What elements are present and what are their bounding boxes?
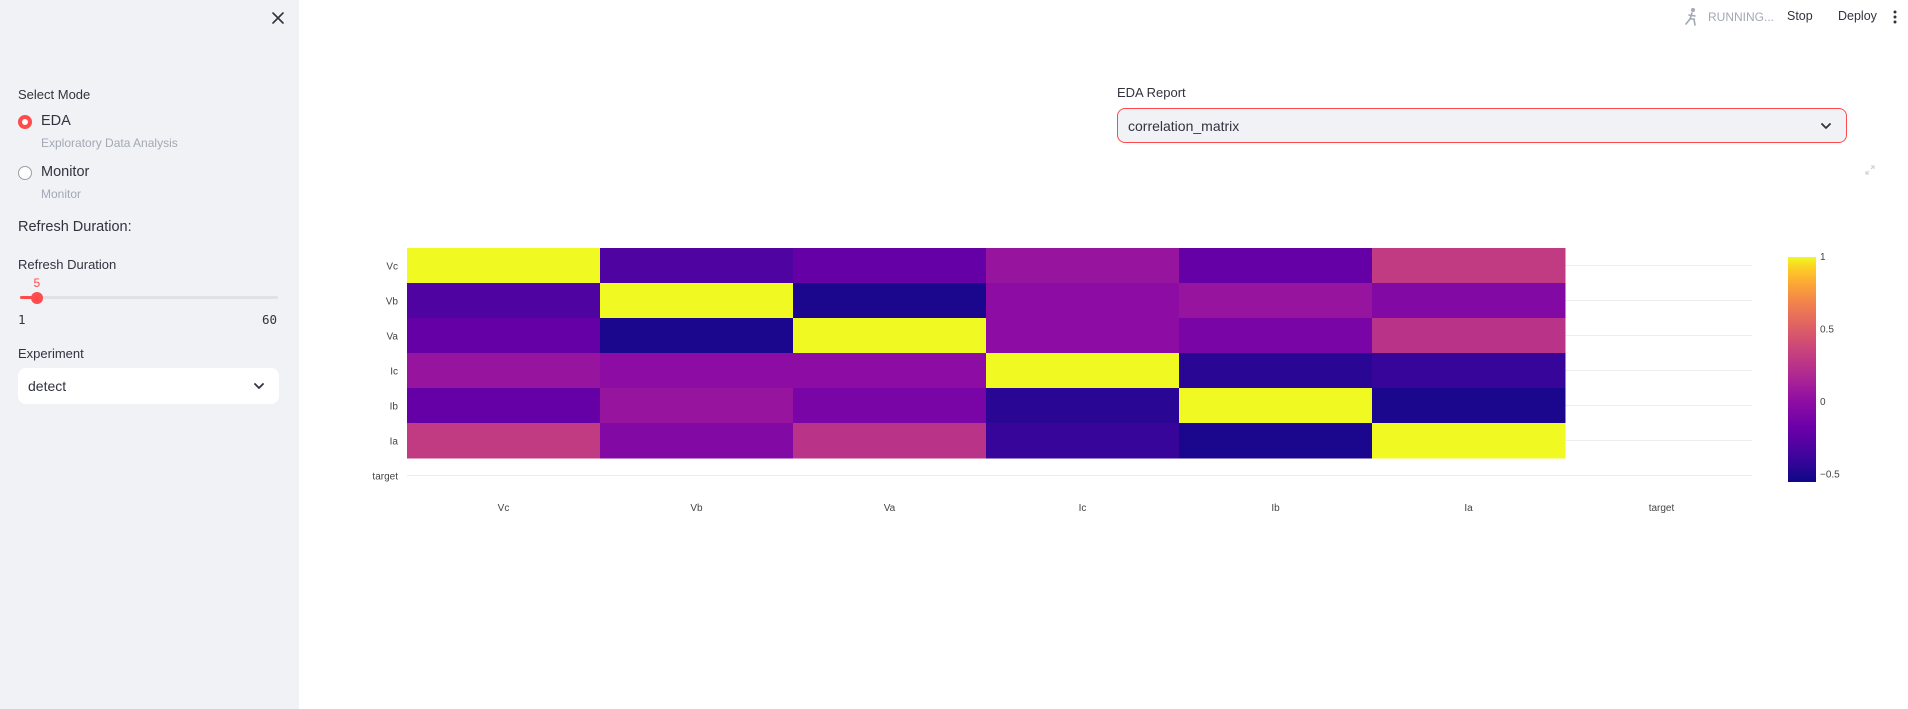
colorbar-tick-label: −0.5	[1820, 470, 1840, 481]
heatmap-cell-Ib-Ic	[986, 388, 1180, 424]
radio-monitor-indicator[interactable]	[18, 166, 32, 180]
refresh-slider-label: Refresh Duration	[18, 257, 117, 272]
y-tick-label: Vc	[386, 262, 398, 273]
heatmap-cell-Vb-Vb	[600, 283, 794, 319]
experiment-label: Experiment	[18, 346, 84, 361]
x-tick-label: Vc	[498, 503, 510, 514]
y-tick-label: Vb	[386, 297, 399, 308]
colorbar	[1788, 257, 1816, 482]
heatmap-cell-Vc-Ia	[1372, 248, 1566, 284]
heatmap-cell-Ib-Ib	[1179, 388, 1373, 424]
heatmap-cell-Vc-Va	[793, 248, 987, 284]
radio-eda-label: EDA	[41, 113, 71, 129]
close-sidebar-button[interactable]	[268, 8, 288, 28]
x-tick-label: Ia	[1464, 503, 1473, 514]
heatmap-cell-Vb-Ib	[1179, 283, 1373, 319]
stop-button[interactable]: Stop	[1787, 9, 1813, 23]
heatmap-cell-Vc-Vb	[600, 248, 794, 284]
refresh-slider-min: 1	[18, 312, 26, 327]
chevron-down-icon	[1821, 122, 1831, 129]
heatmap-cell-Ic-Ib	[1179, 353, 1373, 389]
heatmap-cell-Ic-Ic	[986, 353, 1180, 389]
y-tick-label: Ia	[390, 437, 399, 448]
x-tick-label: Ic	[1079, 503, 1087, 514]
heatmap-cell-Ib-Va	[793, 388, 987, 424]
refresh-slider[interactable]	[20, 291, 278, 304]
sidebar: Select Mode EDA Exploratory Data Analysi…	[0, 0, 299, 709]
heatmap-cell-Ic-Va	[793, 353, 987, 389]
heatmap-cell-Va-Vb	[600, 318, 794, 354]
heatmap-cell-Va-Va	[793, 318, 987, 354]
heatmap-cell-Vb-Vc	[407, 283, 601, 319]
experiment-select[interactable]: detect	[18, 368, 279, 404]
refresh-slider-max: 60	[262, 312, 278, 327]
heatmap-cell-Ib-Vb	[600, 388, 794, 424]
y-tick-label: Ic	[390, 367, 398, 378]
eda-report-select[interactable]: correlation_matrix	[1117, 108, 1847, 143]
refresh-slider-thumb[interactable]	[31, 291, 44, 304]
heatmap-cell-Vc-Vc	[407, 248, 601, 284]
colorbar-tick-label: 1	[1820, 252, 1826, 263]
colorbar-tick-label: 0	[1820, 397, 1826, 408]
eda-report-label: EDA Report	[1117, 85, 1186, 100]
fullscreen-icon[interactable]	[1864, 164, 1876, 176]
heatmap-cell-Ia-Ia	[1372, 423, 1566, 459]
experiment-select-value: detect	[28, 378, 67, 394]
x-tick-label: Va	[884, 503, 896, 514]
y-tick-label: Va	[387, 332, 399, 343]
heatmap-cell-Va-Ia	[1372, 318, 1566, 354]
chevron-down-icon	[254, 383, 264, 389]
heatmap-cell-Va-Ic	[986, 318, 1180, 354]
radio-monitor-caption: Monitor	[41, 187, 82, 201]
radio-eda-caption: Exploratory Data Analysis	[41, 136, 178, 150]
heatmap-cell-Ia-Va	[793, 423, 987, 459]
refresh-slider-value: 5	[33, 276, 41, 290]
heatmap-cell-Vb-Ia	[1372, 283, 1566, 319]
colorbar-tick-label: 0.5	[1820, 325, 1834, 336]
y-tick-label: target	[372, 472, 398, 483]
refresh-slider-fill	[20, 296, 38, 299]
heatmap-cell-Va-Ib	[1179, 318, 1373, 354]
heatmap-cell-Ic-Vb	[600, 353, 794, 389]
eda-report-select-value: correlation_matrix	[1128, 117, 1240, 134]
heatmap-cell-Ib-Vc	[407, 388, 601, 424]
heatmap-cell-Vb-Va	[793, 283, 987, 319]
y-tick-label: Ib	[390, 402, 399, 413]
heatmap-cell-Ic-Ia	[1372, 353, 1566, 389]
heatmap-cell-Ic-Vc	[407, 353, 601, 389]
close-icon	[272, 12, 284, 24]
select-mode-label: Select Mode	[18, 87, 91, 102]
heatmap-cell-Ia-Ib	[1179, 423, 1373, 459]
heatmap-cell-Va-Vc	[407, 318, 601, 354]
heatmap-cell-Ia-Vc	[407, 423, 601, 459]
heatmap-cell-Vc-Ic	[986, 248, 1180, 284]
running-figure-icon	[1685, 8, 1696, 26]
x-tick-label: target	[1649, 503, 1675, 514]
refresh-duration-heading: Refresh Duration:	[18, 219, 132, 235]
heatmap-cell-Ia-Vb	[600, 423, 794, 459]
radio-eda-indicator[interactable]	[18, 115, 32, 129]
running-status: RUNNING...	[1708, 10, 1774, 24]
heatmap-cell-Ia-Ic	[986, 423, 1180, 459]
heatmap-cell-Vc-Ib	[1179, 248, 1373, 284]
deploy-button[interactable]: Deploy	[1838, 9, 1877, 23]
radio-eda[interactable]: EDA Exploratory Data Analysis	[18, 113, 178, 150]
more-options-icon[interactable]	[1892, 9, 1898, 25]
heatmap-cell-Vb-Ic	[986, 283, 1180, 319]
heatmap-cell-Ib-Ia	[1372, 388, 1566, 424]
x-tick-label: Vb	[690, 503, 703, 514]
radio-monitor-label: Monitor	[41, 164, 90, 180]
radio-monitor[interactable]: Monitor Monitor	[18, 164, 89, 201]
x-tick-label: Ib	[1271, 503, 1280, 514]
